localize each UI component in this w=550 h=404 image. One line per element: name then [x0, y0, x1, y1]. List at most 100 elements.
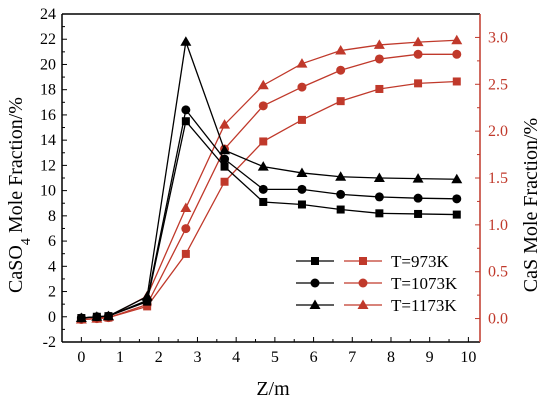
caso4-series-2-point	[335, 171, 347, 181]
x-tick-label: 0	[77, 349, 85, 366]
cas-series-2-point	[219, 119, 231, 129]
x-tick-label: 6	[310, 349, 318, 366]
caso4-series-0-point	[336, 205, 345, 214]
y-tick-label-left: 24	[40, 6, 56, 23]
y-tick-label-left: 6	[48, 233, 56, 250]
cas-series-1-point	[452, 49, 462, 59]
caso4-series-0-point	[297, 200, 306, 209]
caso4-series-1-point	[413, 193, 423, 203]
caso4-series-2-point	[412, 173, 424, 183]
caso4-series-1-point	[181, 105, 191, 115]
cas-series-2-point	[373, 39, 385, 49]
x-tick-label: 8	[387, 349, 395, 366]
caso4-series-1-point	[336, 189, 346, 199]
y-tick-label-left: 10	[40, 183, 56, 200]
legend-label: T=1073K	[391, 274, 458, 293]
cas-series-0-point	[259, 137, 268, 146]
legend-marker-right	[359, 257, 367, 265]
x-tick-label: 4	[232, 349, 240, 366]
legend-marker-left	[311, 257, 319, 265]
caso4-series-0-point	[375, 209, 384, 218]
cas-series-1-point	[374, 54, 384, 64]
legend-marker-right	[357, 299, 369, 309]
caso4-series-1-point	[258, 184, 268, 194]
caso4-series-2-point	[296, 167, 308, 177]
cas-series-1-point	[413, 49, 423, 59]
series-layer	[75, 34, 463, 325]
x-tick-label: 1	[116, 349, 124, 366]
cas-series-2-point	[412, 36, 424, 47]
legend-marker-left	[309, 299, 321, 309]
caso4-series-2-point	[451, 173, 463, 184]
cas-series-1-point	[258, 101, 268, 111]
x-tick-label: 5	[271, 349, 279, 366]
legend-label: T=1173K	[391, 296, 457, 315]
caso4-series-2-point	[219, 144, 231, 155]
legend-label: T=973K	[391, 252, 449, 271]
caso4-series-2-point	[373, 172, 385, 182]
caso4-series-1-point	[297, 184, 307, 194]
x-axis-label: Z/m	[256, 378, 290, 400]
y-tick-label-left: 4	[48, 258, 56, 275]
cas-series-2-point	[180, 202, 192, 212]
cas-series-1-point	[336, 65, 346, 75]
caso4-series-0-point	[452, 210, 461, 219]
cas-series-2-point	[335, 45, 347, 55]
y-tick-label-left: 2	[48, 284, 56, 301]
x-tick-label: 7	[348, 349, 356, 366]
axis-labels: Z/m CaSO4 Mole Fraction/% CaS Mole Fract…	[5, 97, 542, 400]
y-axis-label-right: CaS Mole Fraction/%	[520, 118, 542, 292]
caso4-series-1-point	[452, 194, 462, 204]
y-tick-label-left: 8	[48, 208, 56, 225]
cas-series-2-point	[451, 34, 463, 45]
x-tick-label: 10	[460, 349, 476, 366]
cas-series-1-point	[297, 82, 307, 92]
caso4-series-0-point	[414, 209, 423, 218]
y-tick-label-right: 1.5	[488, 170, 508, 187]
x-tick-label: 2	[155, 349, 163, 366]
y-tick-label-left: 16	[40, 107, 56, 124]
caso4-series-2-point	[180, 36, 192, 46]
cas-series-0-point	[181, 249, 190, 258]
y-tick-label-left: -2	[43, 334, 56, 351]
y-axis-label-left-rest: Mole Fraction/%	[5, 97, 27, 238]
y-tick-label-left: 14	[40, 132, 56, 149]
cas-series-0-point	[297, 115, 306, 124]
caso4-series-0-point	[220, 162, 229, 171]
y-tick-label-right: 1.0	[488, 217, 508, 234]
cas-series-0-point	[375, 84, 384, 93]
caso4-series-2-point	[102, 310, 114, 321]
y-axis-label-left: CaSO4 Mole Fraction/%	[5, 97, 34, 293]
y-axis-label-left-sub: 4	[19, 238, 34, 245]
legend-marker-right	[358, 278, 368, 288]
y-tick-label-left: 22	[40, 31, 56, 48]
cas-series-0-point	[452, 77, 461, 86]
y-tick-label-right: 2.5	[488, 76, 508, 93]
x-tick-label: 3	[193, 349, 201, 366]
y-tick-label-left: 0	[48, 309, 56, 326]
legend: T=973K T=1073K T=1173K	[296, 252, 458, 315]
caso4-series-1-point	[220, 154, 230, 164]
x-tick-label: 9	[426, 349, 434, 366]
caso4-series-2-point	[141, 291, 153, 301]
y-tick-label-left: 18	[40, 82, 56, 99]
caso4-series-1-point	[374, 192, 384, 202]
caso4-series-2-point	[257, 161, 269, 171]
cas-series-2-point	[296, 58, 308, 68]
y-tick-label-left: 12	[40, 157, 56, 174]
cas-series-1-point	[181, 224, 191, 234]
legend-marker-left	[310, 278, 320, 288]
caso4-series-2-point	[91, 311, 103, 321]
y-tick-label-right: 2.0	[488, 123, 508, 140]
cas-series-0-point	[220, 177, 229, 186]
caso4-series-0-point	[181, 117, 190, 126]
cas-series-2-point	[257, 79, 269, 90]
y-axis-label-left-main: CaSO	[5, 245, 27, 293]
y-tick-label-right: 0.0	[488, 311, 508, 328]
caso4-series-0-point	[259, 197, 268, 206]
axes: 0 1 2 3 4 5 6 7 8 9 10-20246810121416182022240.00.…	[40, 6, 508, 366]
y-tick-label-right: 3.0	[488, 29, 508, 46]
y-tick-label-left: 20	[40, 56, 56, 73]
cas-series-0-point	[336, 97, 345, 106]
